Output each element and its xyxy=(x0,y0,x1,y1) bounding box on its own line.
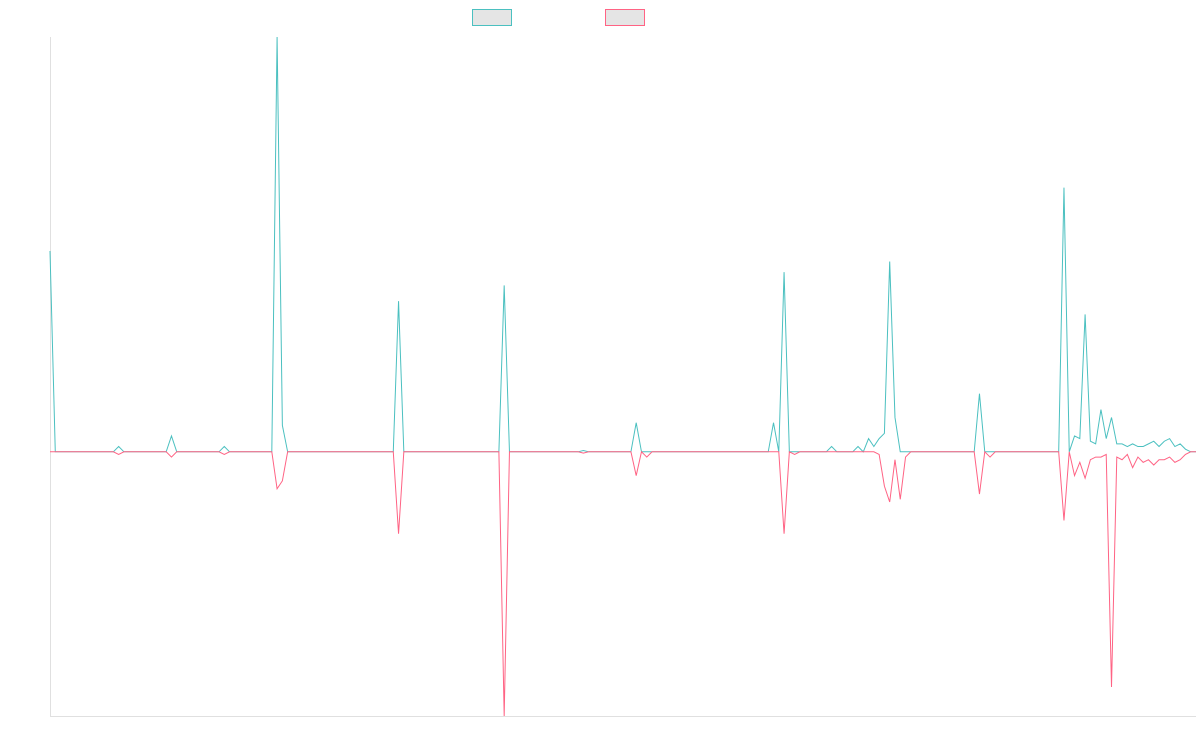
legend[interactable] xyxy=(472,9,645,26)
legend-swatch-1[interactable] xyxy=(472,9,512,26)
series-line-2 xyxy=(50,450,1196,717)
series-line-1 xyxy=(49,36,1196,453)
legend-swatch-2[interactable] xyxy=(605,9,645,26)
series-layer xyxy=(49,36,1196,717)
